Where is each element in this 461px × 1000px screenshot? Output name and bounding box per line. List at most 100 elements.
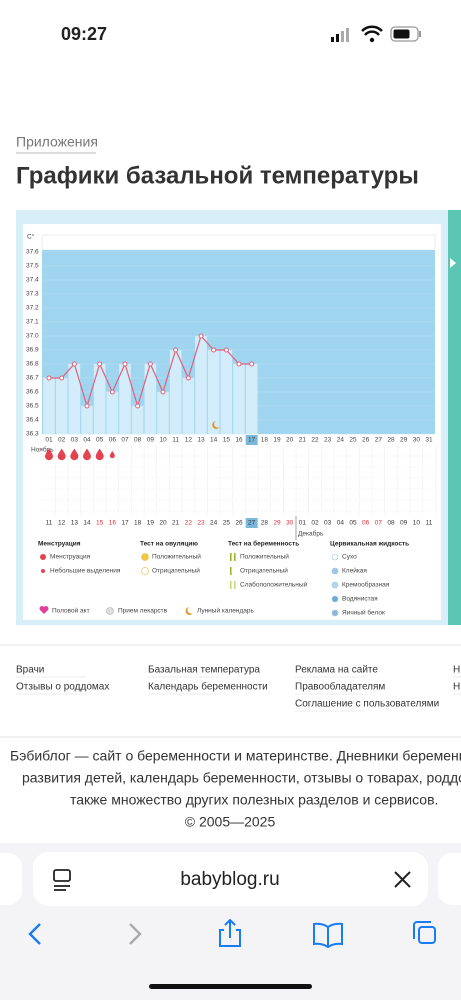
today-box [245,435,258,445]
month-label: Ноябрь [31,446,54,454]
bar [144,364,157,434]
legend-icon [141,567,149,575]
point [160,389,166,395]
x-tick-label: 23 [324,437,332,444]
bookmarks[interactable] [313,922,343,949]
bar [81,406,93,434]
x-tick-label: 02 [58,437,66,444]
x-tick-label: 04 [83,437,91,444]
x-tick-label: 22 [311,437,319,444]
date-label: 10 [413,520,421,527]
date-label: 28 [261,520,269,527]
x-tick-label: 25 [349,437,357,444]
x-tick-label: 21 [299,437,307,444]
date-label: 17 [121,520,129,527]
legend-title: Тест на беременность [228,540,299,548]
date-label: 14 [83,520,91,527]
side-strip[interactable] [448,210,461,625]
y-tick-label: 37.3 [26,291,39,298]
footer-link[interactable]: Врачи [16,665,44,676]
tabs[interactable] [413,921,436,944]
y-tick-label: 37.1 [26,319,39,326]
point [109,389,115,395]
bar [169,350,182,434]
x-tick-label: 11 [172,437,179,444]
x-tick-label: 13 [197,437,205,444]
footer-link[interactable]: Правообладателям [295,681,385,693]
y-axis-label: C° [27,233,35,241]
point [185,375,191,381]
about-text: © 2005—2025 [185,814,276,830]
bar [131,406,144,434]
date-label: 25 [223,520,231,527]
point [211,347,217,353]
share[interactable] [219,918,241,947]
url[interactable]: babyblog.ru [180,869,279,890]
footer: Врачи Отзывы о роддомах Базальная температ… [10,665,461,830]
point [71,361,77,367]
extra-item: Прием лекарств [118,608,168,615]
date-label: 23 [197,520,205,527]
bar [43,378,55,434]
chart: C° 37.6 37.5 37.4 37.3 37.2 37.1 37.0 36.9 36.8 36… [26,233,436,617]
x-tick-label: 19 [273,437,281,444]
footer-link[interactable]: Отзывы о роддомах [16,682,109,693]
point [249,361,255,367]
extra-icon [106,607,114,615]
y-tick-label: 36.3 [26,431,39,438]
x-tick-label: 06 [109,437,117,444]
reader-icon[interactable] [53,869,71,891]
legend-icon [230,567,232,575]
footer-link[interactable]: Соглашение с пользователями [295,699,439,710]
footer-link[interactable]: Н [453,665,460,676]
legend-icon [234,581,236,589]
page-title: Графики базальной температуры [16,162,419,189]
about-text: также множество других полезных разделов… [70,792,438,808]
bar [245,364,258,434]
footer-link[interactable]: Базальная температура [148,665,260,676]
bar [220,350,233,434]
legend-item: Кремообразная [342,581,390,589]
moon-icon [212,421,220,429]
close-icon[interactable] [394,871,411,888]
legend-item: Клейкая [342,567,367,575]
y-tick-label: 36.5 [26,403,39,410]
about-text: развития детей, календарь беременности, … [22,770,461,786]
extra-item: Половой акт [52,607,90,615]
y-tick-label: 37.6 [26,249,39,256]
back[interactable] [28,923,41,945]
address-bar[interactable] [33,852,428,906]
legend-item: Водянистая [342,596,378,603]
extra-icon [39,606,49,614]
date-label: 30 [286,520,294,527]
legend-item: Отрицательный [240,567,288,575]
footer-link[interactable]: Календарь беременности [148,681,268,693]
date-label: 02 [311,520,319,527]
point [198,333,204,339]
time: 09:27 [61,24,107,44]
x-tick-label: 03 [71,437,79,444]
bar [55,378,68,434]
date-label: 15 [96,520,104,527]
legend-icon [141,553,149,561]
x-tick-label: 09 [147,437,155,444]
footer-link[interactable]: Н [453,682,460,693]
drop-icon [70,448,79,461]
y-tick-label: 36.9 [26,347,39,354]
date-label: 29 [273,520,281,527]
date-label: 09 [400,520,408,527]
x-tick-label: 24 [337,437,345,444]
x-tick-label: 28 [387,437,395,444]
footer-link[interactable]: Реклама на сайте [295,665,378,676]
legend-icon [234,553,236,561]
x-tick-label: 29 [400,437,408,444]
point [46,375,52,381]
breadcrumb[interactable]: Приложения [16,134,98,150]
bar [68,364,81,434]
x-tick-label: 18 [261,437,269,444]
date-label: 20 [159,520,167,527]
forward[interactable] [129,923,142,945]
date-label: 11 [46,520,53,527]
point [135,403,141,409]
point [84,403,90,409]
